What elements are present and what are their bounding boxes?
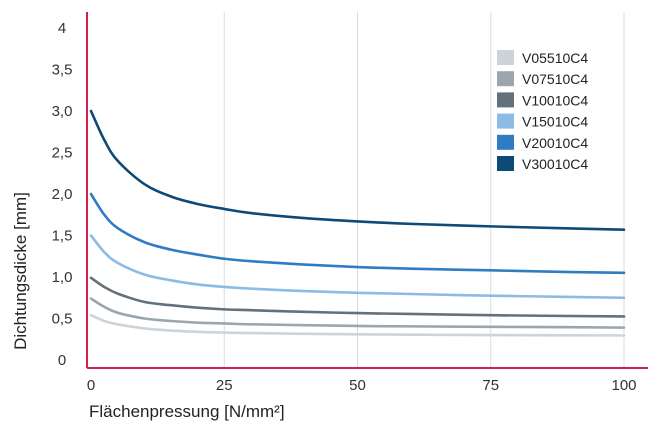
legend: V05510C4 V07510C4 V10010C4 V15010C4 V20010C4… bbox=[497, 50, 588, 172]
legend-label-v05510c4: V05510C4 bbox=[522, 50, 588, 66]
axes bbox=[86, 12, 648, 369]
x-tick-label: 50 bbox=[349, 377, 366, 394]
series-line-v15010c4 bbox=[89, 234, 626, 300]
legend-label-v15010c4: V15010C4 bbox=[522, 114, 588, 130]
series-line-v05510c4 bbox=[89, 313, 626, 337]
x-tick-labels: 0 25 50 75 100 bbox=[87, 377, 637, 394]
y-tick-label: 2,5 bbox=[52, 145, 73, 162]
y-tick-label: 3,0 bbox=[52, 103, 73, 120]
legend-swatch-v10010c4 bbox=[497, 92, 514, 108]
series-line-v20010c4 bbox=[89, 192, 626, 275]
series-line-v30010c4 bbox=[89, 109, 626, 231]
x-tick-label: 100 bbox=[611, 377, 636, 394]
x-axis-title: Flächenpressung [N/mm²] bbox=[89, 402, 285, 421]
series-line-v10010c4 bbox=[89, 276, 626, 318]
y-tick-label: 3,5 bbox=[52, 62, 73, 79]
x-tick-label: 0 bbox=[87, 377, 95, 394]
series-lines bbox=[89, 109, 626, 337]
x-tick-label: 75 bbox=[482, 377, 499, 394]
y-tick-label: 0 bbox=[58, 352, 66, 369]
legend-label-v30010c4: V30010C4 bbox=[522, 156, 588, 172]
legend-swatch-v05510c4 bbox=[497, 50, 514, 65]
x-tick-label: 25 bbox=[216, 377, 233, 394]
y-tick-labels: 0 0,5 1,0 1,5 2,0 2,5 3,0 3,5 4 bbox=[52, 20, 73, 369]
y-tick-label: 1,5 bbox=[52, 228, 73, 245]
legend-label-v20010c4: V20010C4 bbox=[522, 135, 588, 151]
y-tick-label: 2,0 bbox=[52, 186, 73, 203]
y-tick-label: 0,5 bbox=[52, 311, 73, 328]
y-tick-label: 1,0 bbox=[52, 269, 73, 286]
legend-label-v10010c4: V10010C4 bbox=[522, 92, 588, 108]
legend-swatch-v15010c4 bbox=[497, 113, 514, 129]
legend-label-v07510c4: V07510C4 bbox=[522, 71, 588, 87]
legend-swatch-v20010c4 bbox=[497, 134, 514, 150]
legend-swatch-v07510c4 bbox=[497, 71, 514, 87]
legend-swatch-v30010c4 bbox=[497, 156, 514, 171]
y-tick-label: 4 bbox=[58, 20, 66, 37]
series-line-v07510c4 bbox=[89, 297, 626, 329]
y-axis-title: Dichtungsdicke [mm] bbox=[11, 192, 30, 350]
